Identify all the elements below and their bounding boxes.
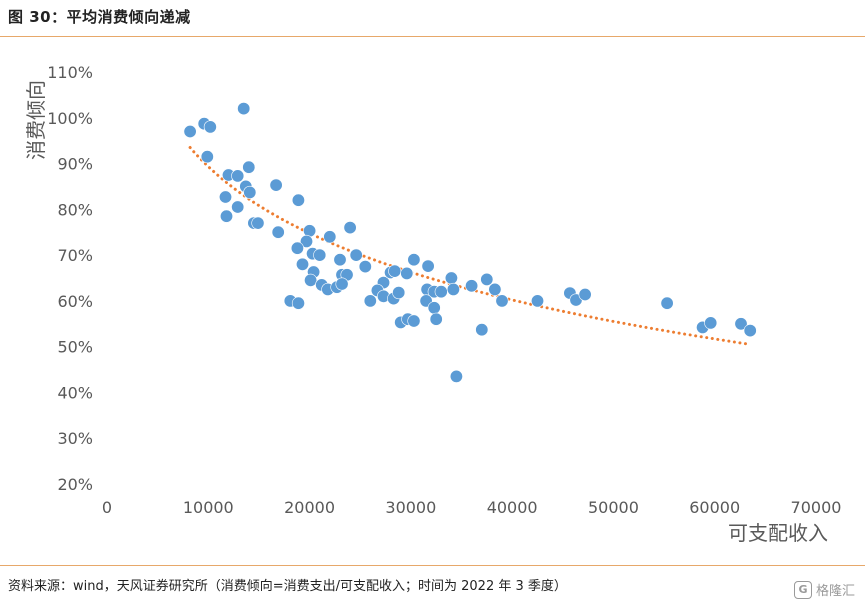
- data-point: [734, 317, 748, 331]
- data-point: [444, 271, 458, 285]
- data-point: [313, 248, 327, 262]
- data-point: [407, 314, 421, 328]
- data-point: [743, 324, 757, 338]
- y-tick-label: 70%: [57, 246, 93, 265]
- data-point: [220, 209, 234, 223]
- data-point: [434, 285, 448, 299]
- data-point: [237, 102, 251, 116]
- data-point: [243, 185, 257, 199]
- data-point: [299, 234, 313, 248]
- y-tick-label: 100%: [47, 109, 93, 128]
- data-point: [290, 241, 304, 255]
- data-point: [388, 264, 402, 278]
- data-point: [269, 178, 283, 192]
- data-point: [323, 230, 337, 244]
- data-point: [333, 253, 347, 267]
- data-point: [304, 273, 318, 287]
- axes: 20% 30% 40% 50% 60% 70% 80% 90% 100% 110% 0 10000 20…: [47, 63, 841, 517]
- watermark-text: 格隆汇: [815, 584, 855, 599]
- data-point: [242, 160, 256, 174]
- y-tick-label: 60%: [57, 292, 93, 311]
- x-tick-label: 40000: [487, 498, 538, 517]
- scatter-chart: 20% 30% 40% 50% 60% 70% 80% 90% 100% 110% 0 10000 20…: [24, 63, 841, 545]
- data-point: [660, 296, 674, 310]
- x-tick-label: 30000: [385, 498, 436, 517]
- x-tick-label: 20000: [284, 498, 335, 517]
- data-point: [219, 190, 233, 204]
- y-tick-label: 20%: [57, 475, 93, 494]
- data-point: [495, 294, 509, 308]
- watermark: G 格隆汇: [793, 580, 855, 599]
- y-tick-label: 30%: [57, 429, 93, 448]
- source-note: 资料来源：wind，天风证券研究所（消费倾向=消费支出/可支配收入；时间为 20…: [8, 579, 567, 594]
- y-tick-label: 50%: [57, 338, 93, 357]
- data-point: [475, 323, 489, 337]
- data-point: [392, 286, 406, 300]
- figure-title: 图 30：平均消费倾向递减: [8, 8, 191, 26]
- data-point: [704, 316, 718, 330]
- data-point: [295, 257, 309, 271]
- data-point: [200, 150, 214, 164]
- data-point: [349, 248, 363, 262]
- x-axis-label: 可支配收入: [728, 521, 828, 545]
- data-point: [251, 216, 265, 230]
- y-axis-label: 消费倾向: [24, 80, 48, 160]
- top-divider: [0, 36, 865, 37]
- watermark-logo-icon: G: [793, 580, 812, 599]
- data-point: [231, 200, 245, 214]
- y-tick-label: 80%: [57, 200, 93, 219]
- data-point: [407, 253, 421, 267]
- x-tick-label: 60000: [689, 498, 740, 517]
- data-point: [465, 279, 479, 293]
- data-point: [231, 169, 245, 183]
- data-point: [343, 221, 357, 235]
- x-tick-label: 10000: [183, 498, 234, 517]
- x-tick-label: 50000: [588, 498, 639, 517]
- data-point: [427, 301, 441, 315]
- data-point: [183, 125, 197, 139]
- data-point: [291, 296, 305, 310]
- data-point: [271, 225, 285, 239]
- trendline: [188, 146, 752, 346]
- data-point: [291, 193, 305, 207]
- data-point: [335, 277, 349, 291]
- data-point: [578, 288, 592, 302]
- points-layer: [183, 102, 757, 383]
- y-tick-label: 110%: [47, 63, 93, 82]
- data-point: [363, 294, 377, 308]
- data-point: [480, 272, 494, 286]
- bottom-divider: [0, 565, 865, 566]
- data-point: [488, 282, 502, 296]
- y-tick-label: 90%: [57, 155, 93, 174]
- x-tick-label: 70000: [791, 498, 842, 517]
- data-point: [358, 260, 372, 274]
- x-tick-label: 0: [102, 498, 112, 517]
- data-point: [203, 120, 217, 134]
- data-point: [400, 266, 414, 280]
- data-point: [421, 259, 435, 273]
- data-point: [429, 312, 443, 326]
- y-tick-label: 40%: [57, 383, 93, 402]
- data-point: [530, 294, 544, 308]
- trendline-layer: [188, 146, 752, 346]
- data-point: [449, 369, 463, 383]
- data-point: [446, 282, 460, 296]
